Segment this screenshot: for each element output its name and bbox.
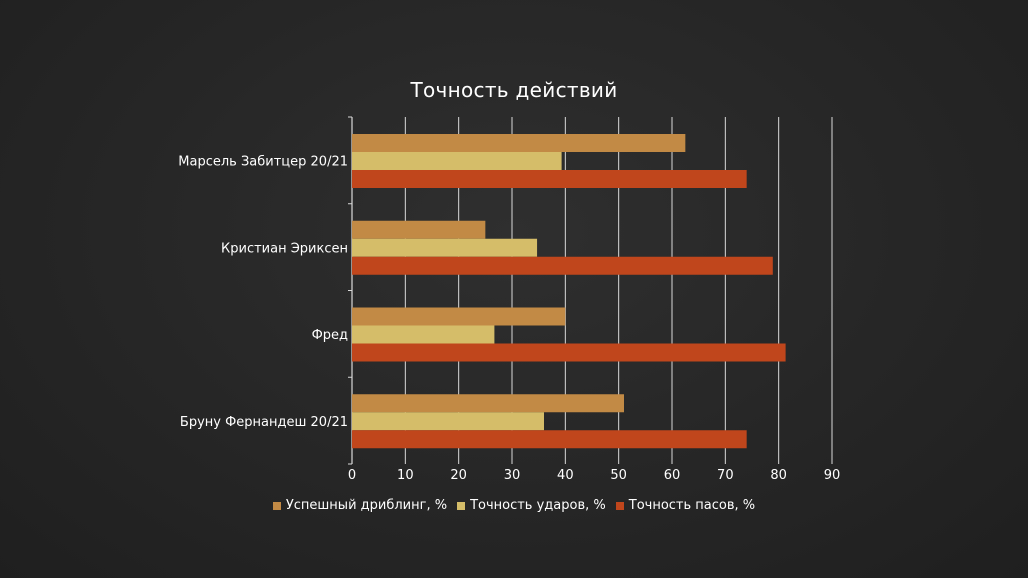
legend-label-shots: Точность ударов, % — [470, 498, 606, 513]
x-tick-label: 30 — [504, 468, 521, 483]
bar — [352, 412, 544, 431]
legend-label-passes: Точность пасов, % — [628, 498, 756, 513]
x-tick-label: 20 — [450, 468, 467, 483]
category-label: Марсель Забитцер 20/21 — [178, 155, 348, 170]
x-tick-label: 90 — [824, 468, 841, 483]
category-label: Бруну Фернандеш 20/21 — [180, 415, 348, 430]
bar — [352, 430, 747, 449]
bar — [352, 256, 773, 275]
x-tick-label: 70 — [717, 468, 734, 483]
legend-swatch-passes — [615, 501, 624, 510]
x-tick-label: 40 — [557, 468, 574, 483]
legend-swatch-dribbling — [272, 501, 281, 510]
bar — [352, 394, 624, 413]
category-labels: Марсель Забитцер 20/21 Кристиан Эриксен Фр… — [178, 155, 348, 430]
x-tick-label: 50 — [610, 468, 627, 483]
x-tick-label: 60 — [664, 468, 681, 483]
bar — [352, 307, 566, 326]
bars — [352, 134, 786, 449]
legend-item-shots: Точность ударов, % — [457, 498, 606, 513]
x-tick-labels: 0 10 20 30 40 50 60 70 80 90 — [348, 468, 840, 483]
bar — [352, 343, 786, 362]
x-tick-label: 0 — [348, 468, 356, 483]
chart-title: Точность действий — [410, 78, 618, 102]
bar — [352, 170, 747, 188]
category-label: Кристиан Эриксен — [221, 241, 348, 256]
x-tick-label: 80 — [770, 468, 787, 483]
bar — [352, 134, 686, 152]
x-tick-label: 10 — [397, 468, 414, 483]
bar — [352, 238, 538, 257]
legend: Успешный дриблинг, % Точность ударов, % … — [0, 498, 1028, 513]
legend-item-passes: Точность пасов, % — [615, 498, 756, 513]
bar — [352, 325, 495, 344]
legend-swatch-shots — [457, 501, 466, 510]
bar — [352, 220, 486, 239]
legend-label-dribbling: Успешный дриблинг, % — [285, 498, 448, 513]
legend-item-dribbling: Успешный дриблинг, % — [272, 498, 448, 513]
category-label: Фред — [312, 328, 348, 343]
bar — [352, 152, 562, 170]
